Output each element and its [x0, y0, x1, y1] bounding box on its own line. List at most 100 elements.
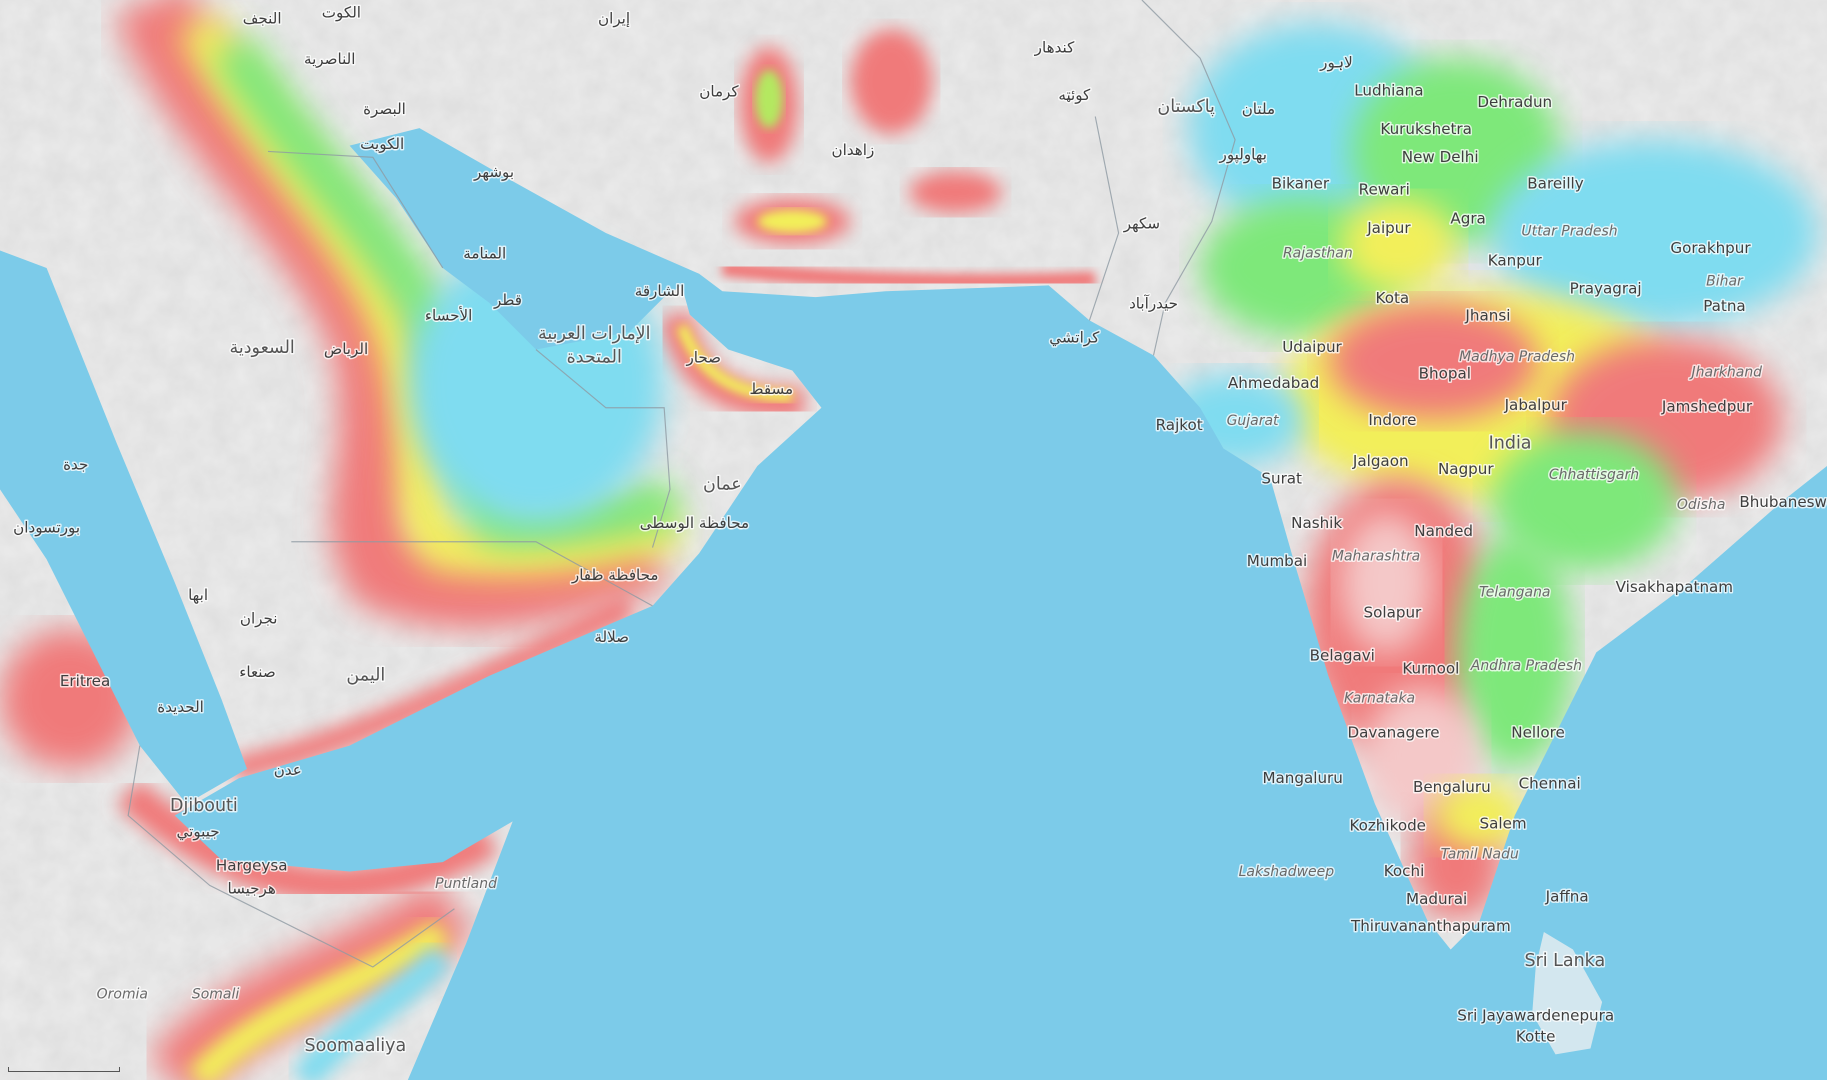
red-sea — [0, 250, 248, 804]
map-label: Solapur — [1364, 603, 1423, 621]
map-label: حيدرآباد — [1129, 295, 1178, 313]
map-label: Kanpur — [1488, 252, 1543, 270]
map-label: زاهدان — [832, 141, 875, 159]
map-label: Jamshedpur — [1661, 397, 1753, 415]
map-label: سكهر — [1123, 214, 1160, 232]
map-label: السعودية — [230, 338, 295, 358]
map-label: Gorakhpur — [1670, 239, 1751, 257]
borders — [127, 0, 1236, 968]
map-label: Jabalpur — [1504, 396, 1568, 414]
map-label: Eritrea — [60, 672, 110, 690]
map-label: ابها — [188, 586, 208, 604]
map-label: Djibouti — [170, 796, 238, 816]
map-label: Bihar — [1706, 273, 1744, 289]
map-label: الكوت — [322, 3, 361, 21]
map-label: Puntland — [435, 876, 497, 892]
map-label: Maharashtra — [1332, 548, 1420, 564]
map-label: Kozhikode — [1349, 817, 1426, 835]
map-label: Mangaluru — [1262, 769, 1342, 787]
map-label: الشارقة — [635, 282, 685, 300]
map-label: بورتسودان — [13, 518, 80, 536]
sri-lanka — [1532, 932, 1603, 1055]
map-label: Kotte — [1516, 1028, 1556, 1046]
map-label: Sri Jayawardenepura — [1457, 1007, 1614, 1025]
map-label: Soomaaliya — [305, 1036, 407, 1056]
map-label: جيبوتي — [177, 823, 220, 842]
map-label: Salem — [1480, 814, 1527, 832]
map-label: محافظة الوسطى — [640, 514, 749, 532]
map-label: Somali — [192, 986, 239, 1002]
map-label: Tamil Nadu — [1441, 847, 1519, 863]
map-label: Bareilly — [1527, 175, 1583, 193]
map-label: بوشهر — [473, 163, 514, 181]
map-label: Odisha — [1677, 497, 1725, 513]
map-label: Nanded — [1414, 522, 1473, 540]
map-label: الحديدة — [157, 698, 204, 716]
map-label: India — [1489, 434, 1532, 454]
map-label: ملتان — [1242, 100, 1275, 118]
map-label: Nellore — [1511, 723, 1564, 741]
map-label: Jharkhand — [1689, 364, 1763, 380]
map-label: Bhubaneswar — [1739, 493, 1827, 511]
map-label: Mumbai — [1247, 552, 1307, 570]
map-label: كرمان — [699, 83, 739, 101]
map-label: Prayagraj — [1570, 280, 1642, 298]
map-label: بهاولپور — [1219, 146, 1267, 165]
map-label: الأحساء — [425, 305, 472, 324]
map-label: كراتشي — [1049, 329, 1100, 348]
map-label: Rewari — [1359, 181, 1410, 199]
map-label: Madurai — [1406, 890, 1467, 908]
map-label: إيران — [598, 9, 630, 27]
map-label: پاکستان — [1157, 97, 1215, 117]
map-label: Agra — [1450, 210, 1485, 228]
map-label: Thiruvananthapuram — [1350, 917, 1511, 935]
map-label: Davanagere — [1348, 723, 1440, 741]
map-label: Chennai — [1519, 775, 1581, 793]
map-label: كندهار — [1034, 38, 1075, 56]
map-label: محافظة ظفار — [571, 566, 659, 584]
map-label: الناصرية — [304, 50, 356, 68]
map-label: Udaipur — [1282, 338, 1342, 356]
map-label: Rajkot — [1156, 416, 1203, 434]
map-label: Visakhapatnam — [1616, 578, 1733, 596]
map-label: Surat — [1261, 469, 1302, 487]
map-label: Andhra Pradesh — [1470, 658, 1582, 674]
map-label: Kochi — [1384, 862, 1425, 880]
map-label: الرياض — [324, 340, 368, 358]
map-label: كوئټه — [1058, 86, 1091, 104]
map-label: المنامة — [463, 245, 506, 263]
map-label: Jaffna — [1545, 888, 1589, 906]
scale-bar — [8, 1067, 120, 1072]
map-label: Telangana — [1479, 585, 1551, 601]
map-label: Gujarat — [1227, 413, 1279, 429]
map-label: Kurukshetra — [1380, 120, 1472, 138]
map-labels: Ludhiana Dehradun Kurukshetra New Delhi Bika… — [12, 2, 1827, 1057]
map-label: هرجيسا — [228, 880, 276, 898]
map-label: المتحدة — [567, 347, 622, 367]
map-label: صنعاء — [239, 663, 275, 681]
map-label: Kurnool — [1402, 659, 1459, 677]
map-label: Chhattisgarh — [1549, 467, 1639, 483]
map-label: Dehradun — [1477, 93, 1552, 111]
map-label: Oromia — [97, 986, 148, 1002]
map-label: Jaipur — [1366, 219, 1411, 237]
map-label: Rajasthan — [1283, 245, 1353, 261]
map-label: Madhya Pradesh — [1459, 349, 1575, 365]
map-label: Bengaluru — [1413, 778, 1491, 796]
map-label: Uttar Pradesh — [1521, 223, 1617, 239]
map-label: Karnataka — [1344, 691, 1415, 707]
map-label: Patna — [1703, 297, 1746, 315]
map-label: عمان — [703, 474, 742, 494]
arabian-sea — [174, 128, 1827, 1080]
map-label: عدن — [274, 761, 302, 779]
map-label: Kota — [1376, 289, 1410, 307]
map-label: Belagavi — [1310, 647, 1375, 665]
map-label: Jhansi — [1464, 306, 1510, 324]
map-label: البصرة — [363, 100, 406, 118]
map-label: Bikaner — [1272, 175, 1330, 193]
map-label: Nagpur — [1438, 460, 1494, 478]
map-label: الكويت — [360, 135, 404, 153]
map-label: لاہور — [1319, 54, 1353, 72]
map-label: نجران — [240, 609, 278, 627]
